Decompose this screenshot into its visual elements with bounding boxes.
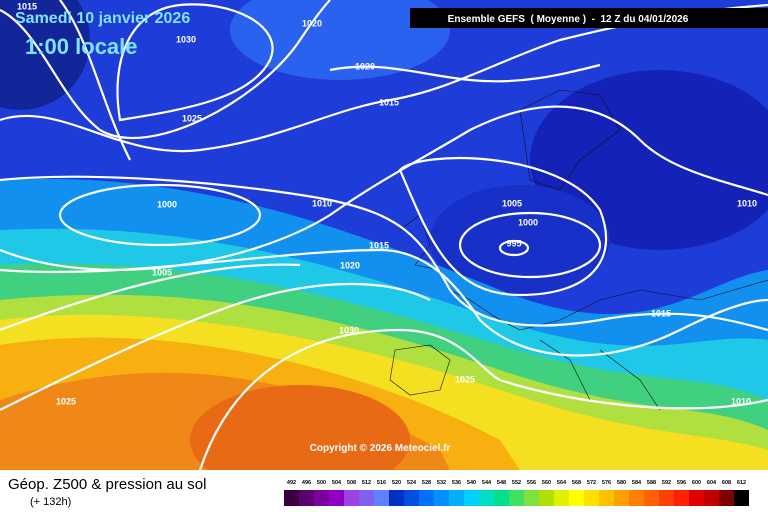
scale-label: 500 [317,480,326,486]
scale-swatch [599,490,614,506]
scale-swatch [389,490,404,506]
scale-label: 536 [452,480,461,486]
scale-swatch [344,490,359,506]
isobar-label: 995 [506,238,521,248]
scale-label: 596 [677,480,686,486]
scale-label: 516 [377,480,386,486]
scale-label: 568 [572,480,581,486]
scale-swatch [359,490,374,506]
scale-label: 556 [527,480,536,486]
isobar-label: 1025 [455,374,475,384]
scale-swatch [629,490,644,506]
scale-swatch [674,490,689,506]
scale-label: 580 [617,480,626,486]
scale-swatch [509,490,524,506]
scale-swatch [479,490,494,506]
scale-swatch [494,490,509,506]
isobar-label: 1015 [17,1,37,11]
scale-label: 576 [602,480,611,486]
scale-swatch [539,490,554,506]
isobar-labels: 1015 1020 1030 1020 1015 1025 1000 1010 1005 1000… [17,1,757,406]
time: 1:00 locale [25,34,138,59]
banner: Ensemble GEFS ( Moyenne ) - 12 Z du 04/0… [448,14,689,25]
scale-label: 604 [707,480,717,486]
banner-bg [410,8,768,28]
scale-label: 544 [482,480,492,486]
scale-swatch [404,490,419,506]
isobar-label: 1015 [369,240,389,250]
scale-label: 548 [497,480,506,486]
color-scale: 492 496 500 504 508 512 516 520 524 528 532 536 540 5… [284,480,749,506]
scale-swatch [659,490,674,506]
scale-label: 504 [332,480,342,486]
isobar-label: 1025 [56,396,76,406]
scale-label: 608 [722,480,731,486]
isobar-label: 1030 [339,325,359,335]
scale-swatch [284,490,299,506]
scale-swatch [374,490,389,506]
scale-label: 520 [392,480,401,486]
scale-label: 524 [407,480,417,486]
isobar-label: 1005 [152,267,172,277]
scale-label: 496 [302,480,311,486]
scale-label: 584 [632,480,642,486]
scale-swatch [314,490,329,506]
scale-swatch [329,490,344,506]
scale-swatch [584,490,599,506]
isobar-label: 1020 [340,260,360,270]
scale-label: 508 [347,480,356,486]
isobar-label: 1015 [379,97,399,107]
scale-swatch [524,490,539,506]
scale-label: 492 [287,480,296,486]
isobar-label: 1020 [302,18,322,28]
scale-label: 564 [557,480,567,486]
scale-label: 552 [512,480,521,486]
scale-label: 532 [437,480,446,486]
scale-swatch [614,490,629,506]
scale-swatch [419,490,434,506]
isobar-label: 1005 [502,198,522,208]
scale-swatch [704,490,719,506]
scale-label: 528 [422,480,431,486]
scale-swatch [554,490,569,506]
copyright: Copyright © 2026 Meteociel.fr [310,443,451,454]
isobar-label: 1025 [182,113,202,123]
scale-label: 600 [692,480,701,486]
scale-label: 592 [662,480,671,486]
isobar-label: 1010 [312,198,332,208]
scale-swatch [464,490,479,506]
isobar-label: 1010 [731,396,751,406]
map-background [0,0,768,495]
scale-swatch [434,490,449,506]
scale-swatch [644,490,659,506]
isobar-label: 1000 [157,199,177,209]
scale-label: 540 [467,480,476,486]
isobar-label: 1020 [355,61,375,71]
scale-label: 560 [542,480,551,486]
scale-swatch [689,490,704,506]
footer-title: Géop. Z500 & pression au sol [8,476,206,493]
isobar-label: 1010 [737,198,757,208]
scale-swatch [449,490,464,506]
scale-label: 572 [587,480,596,486]
isobar-label: 1000 [518,217,538,227]
scale-swatch [734,490,749,506]
footer-subtitle: (+ 132h) [30,496,71,508]
scale-swatch [719,490,734,506]
isobar-label: 1015 [651,308,671,318]
scale-swatch [569,490,584,506]
coastlines [389,89,768,411]
isobar-label: 1030 [176,34,196,44]
scale-label: 512 [362,480,371,486]
scale-label: 612 [737,480,746,486]
scale-label: 588 [647,480,656,486]
date: Samedi 10 janvier 2026 [15,10,190,27]
scale-swatch [299,490,314,506]
